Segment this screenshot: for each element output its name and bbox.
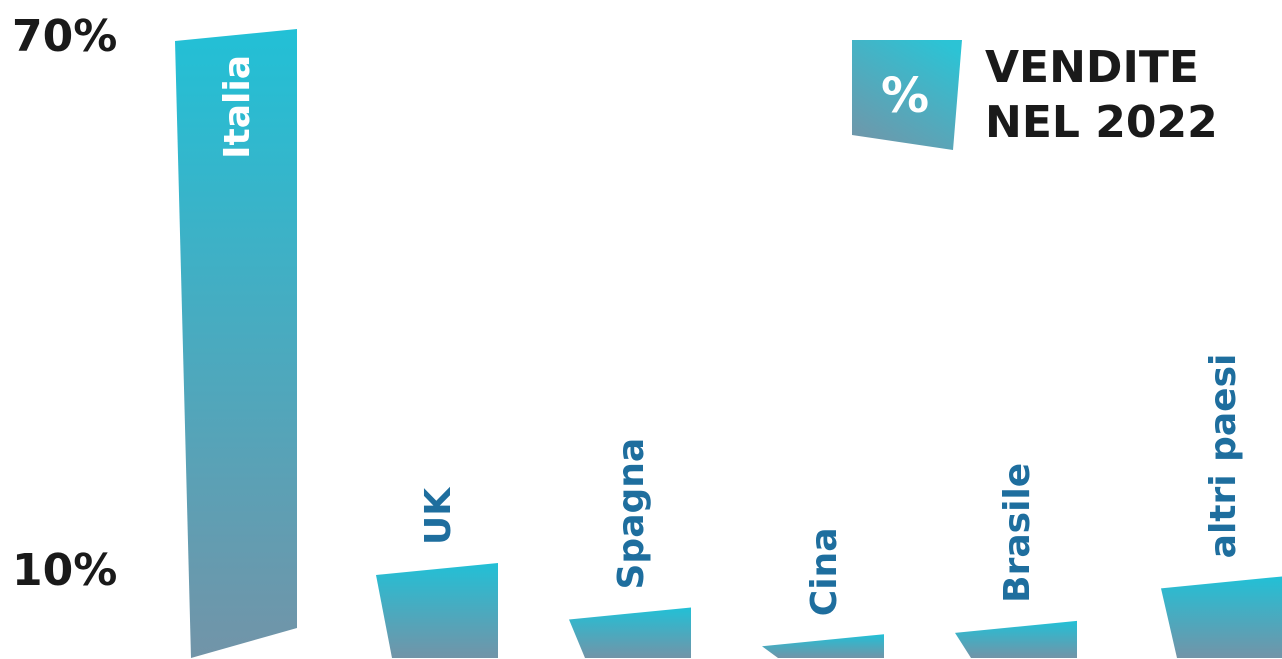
bar-spagna — [569, 607, 691, 658]
percent-badge-symbol: % — [881, 68, 929, 124]
bar-italia — [175, 29, 297, 658]
category-label: Brasile — [997, 463, 1038, 603]
y-axis-ticks: 70% 10% — [12, 11, 117, 596]
y-tick-label: 70% — [12, 11, 117, 62]
chart-title-group: % VENDITE NEL 2022 — [852, 40, 1218, 150]
bar-brasile — [955, 620, 1077, 658]
category-label: UK — [418, 487, 459, 545]
category-label: Cina — [804, 528, 845, 617]
percent-badge — [852, 40, 962, 150]
bars — [175, 29, 1282, 658]
category-label: Italia — [217, 55, 258, 159]
chart-title-line-1: VENDITE — [985, 42, 1199, 93]
bar-cina — [762, 634, 884, 658]
bar-uk — [376, 563, 498, 658]
category-label: altri paesi — [1203, 354, 1244, 559]
y-tick-label: 10% — [12, 545, 117, 596]
category-label: Spagna — [611, 438, 652, 590]
category-labels: Italia UK Spagna Cina Brasile altri paesi — [217, 55, 1244, 616]
chart-title-line-2: NEL 2022 — [985, 97, 1218, 148]
bar-altri-paesi — [1161, 576, 1282, 658]
